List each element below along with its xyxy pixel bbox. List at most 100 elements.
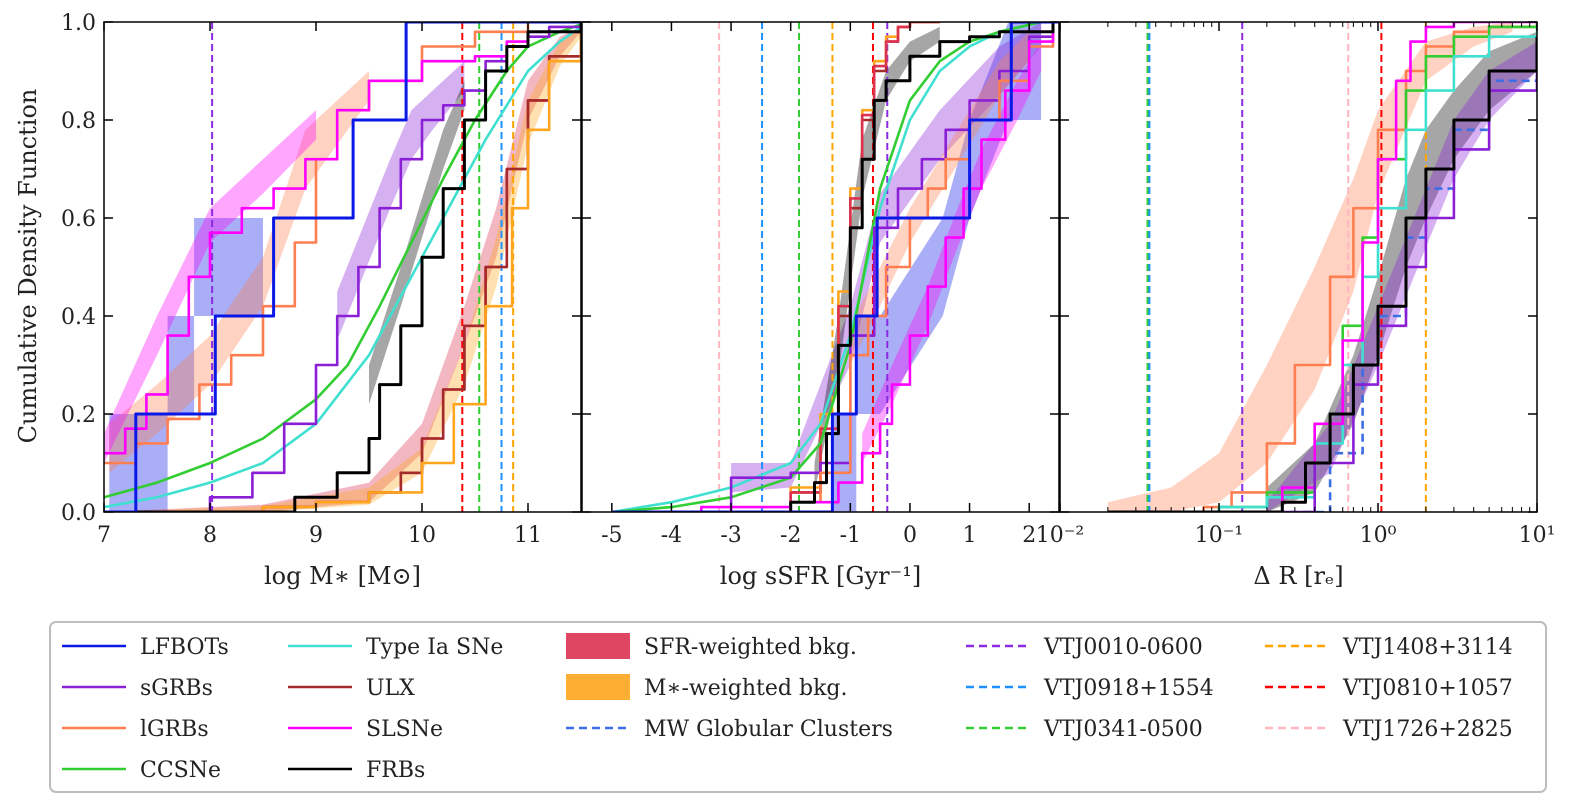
- band-frbs: [369, 80, 465, 405]
- x-tick-label: 7: [97, 523, 111, 548]
- y-tick-label: 0.8: [61, 109, 96, 134]
- x-tick-label: -3: [720, 523, 741, 548]
- legend-label: LFBOTs: [140, 635, 229, 660]
- legend-item-vtj0810-1057: VTJ0810+1057: [1265, 676, 1513, 701]
- x-tick-label: -2: [780, 523, 801, 548]
- x-tick-label: -1: [840, 523, 861, 548]
- panel-offset: 10⁻² 10⁻¹ 10⁰ 10¹ Δ R [rₑ]: [1036, 21, 1556, 590]
- legend-label: Type Ia SNe: [366, 635, 503, 660]
- band-slsne: [862, 41, 1042, 463]
- series-slsne: [1107, 22, 1537, 512]
- x-tick-label: 10⁻¹: [1195, 523, 1243, 548]
- panel-stellar-mass: 7 8 9 10 11 0.0 0.2 0.4 0.6 0.8 1.0 log M∗ [M⊙]: [61, 11, 582, 590]
- series-frbs: [104, 22, 581, 512]
- legend-item-lfbots: LFBOTs: [62, 635, 229, 660]
- legend-item-ccsne: CCSNe: [62, 758, 221, 783]
- legend-label: VTJ0341-0500: [1043, 717, 1203, 742]
- legend-label: MW Globular Clusters: [644, 717, 893, 742]
- legend-label: VTJ1726+2825: [1342, 717, 1513, 742]
- series-sgrbs: [611, 22, 1055, 512]
- series-lfbots: [611, 22, 1059, 512]
- legend-label: SFR-weighted bkg.: [644, 635, 857, 660]
- y-tick-label: 0.6: [61, 207, 96, 232]
- x-axis-label: log M∗ [M⊙]: [264, 562, 421, 590]
- legend-label: ULX: [366, 676, 415, 701]
- y-tick-label: 1.0: [61, 11, 96, 36]
- series-ccsne: [611, 22, 1042, 512]
- legend-swatch: [566, 674, 630, 700]
- legend-item-vtj1726-2825: VTJ1726+2825: [1265, 717, 1513, 742]
- legend-label: VTJ0918+1554: [1043, 676, 1214, 701]
- y-tick-label: 0.0: [61, 501, 96, 526]
- x-tick-label: -5: [601, 523, 622, 548]
- axes-frame: [581, 21, 1060, 513]
- legend-item-mw-globular-clusters: MW Globular Clusters: [566, 717, 893, 742]
- x-tick-label: 0: [903, 523, 917, 548]
- legend-item-ulx: ULX: [288, 676, 415, 701]
- axes-frame: [103, 21, 582, 513]
- legend-item-m-weighted-bkg: M∗-weighted bkg.: [566, 674, 847, 701]
- band-frbs: [814, 26, 940, 493]
- legend: LFBOTs sGRBs lGRBs CCSNe Type Ia SNe ULX SLSNe…: [49, 621, 1547, 793]
- legend-frame: [49, 621, 1547, 793]
- plot-area: [104, 22, 581, 512]
- band-sgrbs: [337, 61, 465, 341]
- series-m-weighted-bkg: [104, 26, 581, 512]
- panel-specific-sfr: -5 -4 -3 -2 -1 0 1 2 log sSFR [Gyr⁻¹]: [581, 21, 1060, 590]
- y-axis-label: Cumulative Density Function: [14, 89, 42, 444]
- x-axis-label: Δ R [rₑ]: [1253, 562, 1343, 590]
- legend-label: VTJ0810+1057: [1342, 676, 1513, 701]
- series-type-ia-sne: [104, 25, 581, 509]
- x-tick-label: 2: [1022, 523, 1036, 548]
- legend-label: FRBs: [366, 758, 425, 783]
- y-tick-label: 0.4: [61, 305, 96, 330]
- legend-item-sfr-weighted-bkg: SFR-weighted bkg.: [566, 633, 857, 660]
- legend-label: VTJ1408+3114: [1342, 635, 1513, 660]
- legend-item-vtj0010-0600: VTJ0010-0600: [966, 635, 1203, 660]
- series-ccsne: [104, 23, 581, 499]
- legend-swatch: [566, 633, 630, 659]
- series-lgrbs: [1107, 22, 1537, 512]
- axes-frame: [1059, 21, 1538, 513]
- x-tick-label: -4: [661, 523, 682, 548]
- band-lfbots: [109, 218, 306, 512]
- legend-label: CCSNe: [140, 758, 221, 783]
- x-tick-label: 10⁻²: [1036, 523, 1084, 548]
- band-frbs: [1266, 31, 1537, 512]
- band-slsne: [104, 110, 316, 463]
- series-frbs: [1107, 36, 1537, 512]
- x-tick-label: 10¹: [1519, 523, 1556, 548]
- legend-item-slsne: SLSNe: [288, 717, 443, 742]
- x-tick-label: 11: [514, 523, 542, 548]
- series-lfbots: [104, 22, 581, 512]
- legend-item-type-ia-sne: Type Ia SNe: [288, 635, 503, 660]
- x-tick-label: 1: [963, 523, 977, 548]
- x-tick-label: 9: [309, 523, 323, 548]
- x-tick-label: 10⁰: [1360, 523, 1397, 548]
- series-frbs: [611, 22, 1055, 512]
- legend-item-sgrbs: sGRBs: [62, 676, 213, 701]
- legend-label: M∗-weighted bkg.: [644, 676, 847, 701]
- x-tick-label: 8: [203, 523, 217, 548]
- series-lgrbs: [104, 22, 581, 465]
- plot-area: [1107, 22, 1537, 512]
- band-lgrbs: [850, 31, 1030, 366]
- x-axis-label: log sSFR [Gyr⁻¹]: [720, 562, 921, 590]
- legend-item-vtj1408-3114: VTJ1408+3114: [1265, 635, 1513, 660]
- plot-area: [611, 22, 1059, 512]
- legend-label: sGRBs: [140, 676, 213, 701]
- x-tick-label: 10: [408, 523, 436, 548]
- series-type-ia-sne: [1107, 26, 1537, 512]
- band-lfbots: [832, 22, 1042, 512]
- band-lgrbs: [109, 71, 370, 473]
- legend-item-lgrbs: lGRBs: [62, 717, 209, 742]
- legend-label: SLSNe: [366, 717, 443, 742]
- legend-label: VTJ0010-0600: [1043, 635, 1203, 660]
- legend-label: lGRBs: [140, 717, 209, 742]
- legend-item-vtj0341-0500: VTJ0341-0500: [966, 717, 1203, 742]
- legend-item-frbs: FRBs: [288, 758, 425, 783]
- series-slsne: [611, 22, 1055, 512]
- legend-item-vtj0918-1554: VTJ0918+1554: [966, 676, 1214, 701]
